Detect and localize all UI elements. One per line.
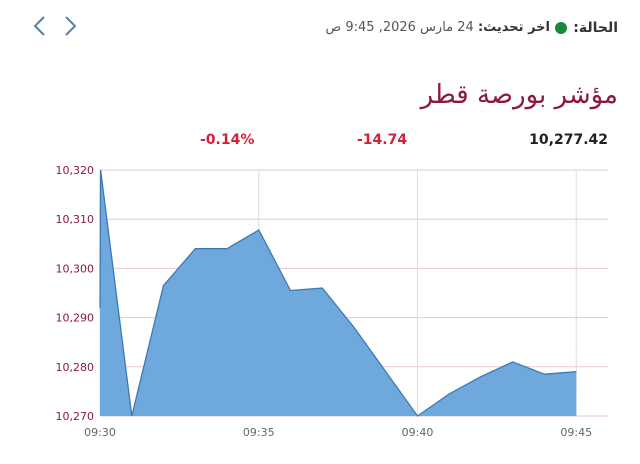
chevron-left-icon	[33, 16, 45, 36]
y-tick-label: 10,300	[56, 262, 95, 275]
y-tick-label: 10,310	[56, 213, 95, 226]
last-update: اخر تحديث: 24 مارس 2026, 9:45 ص	[326, 20, 551, 35]
update-value: 24 مارس 2026, 9:45 ص	[325, 20, 474, 35]
x-tick-label: 09:30	[84, 426, 116, 439]
prev-button[interactable]	[28, 14, 52, 38]
series-area	[100, 170, 577, 416]
y-tick-label: 10,290	[56, 312, 95, 325]
y-tick-label: 10,320	[56, 164, 95, 177]
index-change: -14.74	[357, 132, 408, 148]
status-label: الحالة:	[573, 20, 618, 36]
x-tick-label: 09:35	[243, 426, 275, 439]
navigation-arrows	[28, 14, 82, 38]
index-change-percent: -0.14%	[200, 132, 255, 148]
series-line	[99, 169, 577, 417]
market-status: الحالة:	[553, 20, 618, 36]
chevron-right-icon	[65, 16, 77, 36]
x-tick-label: 09:40	[402, 426, 434, 439]
index-value: 10,277.42	[529, 132, 608, 148]
update-label: اخر تحديث:	[477, 20, 550, 35]
y-tick-label: 10,270	[56, 410, 95, 423]
next-button[interactable]	[58, 14, 82, 38]
x-tick-label: 09:45	[560, 426, 592, 439]
y-tick-label: 10,280	[56, 361, 95, 374]
status-indicator	[555, 22, 568, 34]
page-title: مؤشر بورصة قطر	[420, 80, 618, 110]
